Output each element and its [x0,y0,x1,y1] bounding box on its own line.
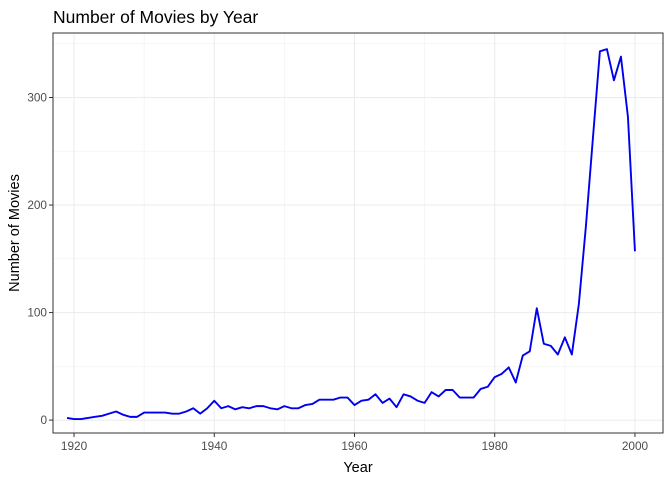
y-tick-label: 300 [27,91,47,105]
x-axis: 1920 1940 1960 1980 2000 [61,433,649,453]
x-tick-label: 1980 [482,439,509,453]
series-line-0 [66,48,636,420]
x-axis-title: Year [343,460,372,476]
x-tick-label: 1940 [201,439,228,453]
y-tick-label: 0 [40,413,47,427]
chart-title: Number of Movies by Year [53,7,258,27]
x-tick-label: 1960 [341,439,368,453]
grid [53,33,663,433]
x-tick-label: 2000 [622,439,649,453]
y-tick-label: 200 [27,198,47,212]
x-tick-label: 1920 [61,439,88,453]
y-axis-title: Number of Movies [7,174,23,292]
panel-border [52,32,664,434]
y-axis: 0 100 200 300 [27,91,53,427]
series-layer [66,48,636,420]
y-tick-label: 100 [27,306,47,320]
